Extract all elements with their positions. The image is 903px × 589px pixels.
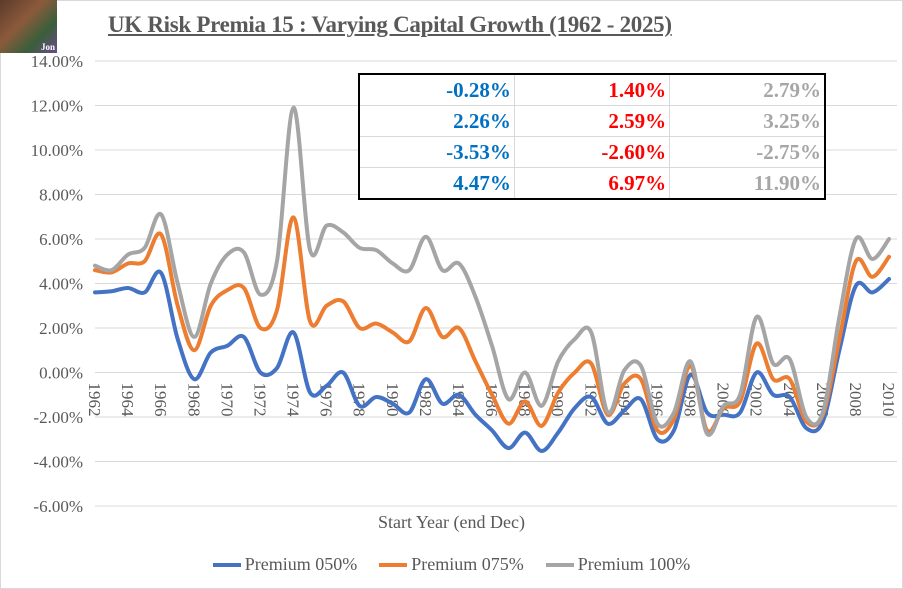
stats-cell: 3.25% (669, 105, 826, 137)
logo-text: Jon (40, 42, 55, 52)
legend-swatch (212, 562, 241, 567)
stats-cell: 1.40% (513, 73, 671, 106)
stats-row: -3.53% -2.60% -2.75% (358, 136, 826, 168)
legend-item: Premium 075% (379, 554, 524, 575)
stats-cell: 4.47% (358, 167, 515, 200)
x-tick-label: 1974 (284, 383, 303, 418)
x-tick-label: 1964 (118, 383, 137, 418)
legend-item: Premium 100% (545, 554, 691, 575)
x-tick-label: 1970 (217, 383, 236, 417)
y-tick-label: 10.00% (31, 141, 83, 160)
stats-row: 2.26% 2.59% 3.25% (358, 105, 826, 137)
x-tick-label: 1992 (581, 383, 600, 417)
y-tick-label: 14.00% (31, 52, 83, 71)
stats-cell: 2.26% (358, 105, 515, 137)
legend-label: Premium 075% (411, 554, 524, 574)
y-tick-label: 8.00% (39, 186, 83, 205)
x-tick-label: 1966 (151, 383, 170, 417)
y-tick-label: 12.00% (31, 97, 83, 116)
series-line-2 (93, 215, 891, 435)
x-tick-label: 2010 (879, 383, 898, 417)
stats-row: -0.28% 1.40% 2.79% (358, 73, 826, 106)
legend: Premium 050% Premium 075% Premium 100% (0, 554, 903, 575)
stats-cell: 6.97% (513, 167, 671, 200)
stats-table: -0.28% 1.40% 2.79% 2.26% 2.59% 3.25% -3.53% -… (358, 73, 826, 200)
y-tick-label: 6.00% (39, 230, 83, 249)
chart-title: UK Risk Premia 15 : Varying Capital Grow… (108, 12, 672, 37)
y-tick-label: -4.00% (33, 453, 83, 472)
legend-swatch (545, 562, 574, 567)
stats-cell: -2.75% (669, 136, 826, 168)
y-tick-label: -2.00% (33, 408, 83, 427)
y-tick-label: 4.00% (39, 275, 83, 294)
x-tick-label: 2002 (747, 383, 766, 417)
stats-cell: 2.79% (669, 73, 826, 106)
legend-label: Premium 050% (244, 554, 358, 574)
x-tick-label: 2008 (846, 383, 865, 417)
y-tick-label: -6.00% (33, 497, 83, 516)
x-tick-label: 1968 (184, 383, 203, 417)
x-axis-title: Start Year (end Dec) (378, 512, 525, 532)
y-tick-label: 2.00% (39, 319, 83, 338)
series-line-1 (93, 269, 891, 454)
stats-cell: -2.60% (513, 136, 671, 168)
legend-label: Premium 100% (577, 554, 691, 574)
stats-cell: 11.90% (669, 167, 826, 200)
logo-image: Jon (0, 0, 57, 53)
stats-cell: -3.53% (358, 136, 515, 168)
stats-cell: -0.28% (358, 73, 515, 106)
legend-swatch (379, 562, 408, 567)
series-line-3 (93, 105, 891, 437)
stats-cell: 2.59% (513, 105, 671, 137)
x-tick-label: 1972 (250, 383, 269, 417)
x-tick-label: 1984 (449, 383, 468, 418)
y-tick-label: 0.00% (39, 364, 83, 383)
x-tick-label: 1962 (85, 383, 104, 417)
stats-row: 4.47% 6.97% 11.90% (358, 167, 826, 200)
legend-item: Premium 050% (212, 554, 358, 575)
